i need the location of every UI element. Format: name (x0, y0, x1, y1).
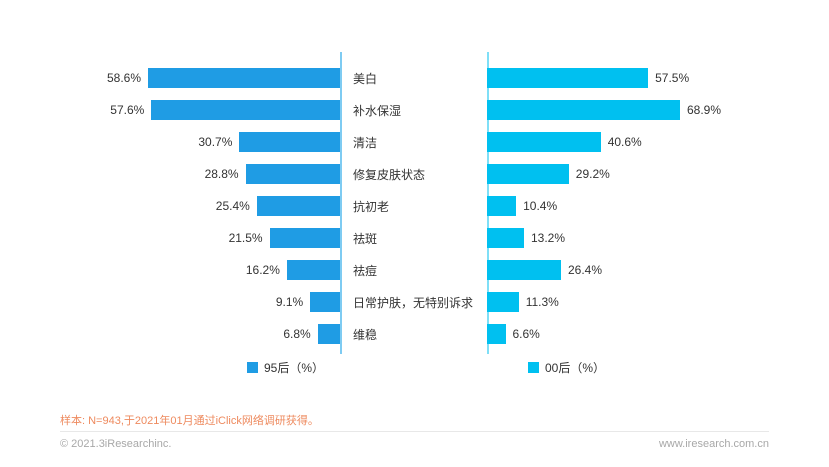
website-link[interactable]: www.iresearch.com.cn (658, 438, 769, 450)
right-bar-cell: 11.3% (487, 286, 745, 318)
right-bar-cell: 13.2% (487, 222, 745, 254)
chart-row: 21.5% 祛斑 13.2% (100, 222, 745, 254)
bar-95hou (148, 68, 340, 88)
category-label-cell: 补水保湿 (340, 94, 487, 126)
chart-row: 25.4% 抗初老 10.4% (100, 190, 745, 222)
right-value-label: 6.6% (512, 327, 540, 341)
category-label: 修复皮肤状态 (353, 167, 426, 182)
left-bar-cell: 21.5% (100, 222, 340, 254)
left-bar-cell: 6.8% (100, 318, 340, 350)
bar-95hou (256, 196, 340, 216)
bar-00hou (487, 324, 506, 344)
left-axis-line (340, 52, 342, 354)
chart-row: 30.7% 清洁 40.6% (100, 126, 745, 158)
right-value-label: 68.9% (687, 103, 722, 117)
chart-row: 6.8% 维稳 6.6% (100, 318, 745, 350)
category-label-cell: 美白 (340, 62, 487, 94)
right-value-label: 26.4% (568, 263, 603, 277)
bar-00hou (487, 132, 601, 152)
left-value-label: 57.6% (110, 103, 145, 117)
right-value-label: 11.3% (525, 295, 559, 309)
bar-95hou (286, 260, 340, 280)
legend-00hou: 00后（%） (528, 359, 605, 376)
bar-95hou (269, 228, 340, 248)
right-value-label: 13.2% (531, 231, 566, 245)
right-bar-cell: 40.6% (487, 126, 745, 158)
category-label: 美白 (353, 71, 378, 86)
left-bar-cell: 25.4% (100, 190, 340, 222)
legend-label-00hou: 00后（%） (545, 361, 606, 375)
right-value-label: 10.4% (523, 199, 558, 213)
bar-95hou (317, 324, 340, 344)
category-label-cell: 祛斑 (340, 222, 487, 254)
legend-swatch-00hou (528, 362, 539, 373)
category-label-cell: 维稳 (340, 318, 487, 350)
right-bar-cell: 29.2% (487, 158, 745, 190)
bar-00hou (487, 260, 561, 280)
bar-00hou (487, 68, 649, 88)
left-value-label: 58.6% (106, 71, 141, 85)
left-bar-cell: 58.6% (100, 62, 340, 94)
category-label: 清洁 (353, 135, 378, 150)
chart-row: 28.8% 修复皮肤状态 29.2% (100, 158, 745, 190)
legend-label-95hou: 95后（%） (264, 361, 325, 375)
category-label: 日常护肤，无特别诉求 (353, 295, 474, 310)
category-label: 补水保湿 (353, 103, 402, 118)
category-label: 维稳 (353, 327, 378, 342)
category-label-cell: 修复皮肤状态 (340, 158, 487, 190)
category-label-cell: 日常护肤，无特别诉求 (340, 286, 487, 318)
bar-00hou (487, 100, 680, 120)
chart-row: 9.1% 日常护肤，无特别诉求 11.3% (100, 286, 745, 318)
right-bar-cell: 68.9% (487, 94, 745, 126)
category-label-cell: 祛痘 (340, 254, 487, 286)
legend-95hou: 95后（%） (247, 359, 324, 376)
left-value-label: 30.7% (198, 135, 233, 149)
bar-00hou (487, 196, 517, 216)
right-value-label: 40.6% (607, 135, 642, 149)
category-label: 抗初老 (353, 199, 390, 214)
left-bar-cell: 30.7% (100, 126, 340, 158)
left-bar-cell: 57.6% (100, 94, 340, 126)
bar-00hou (487, 228, 524, 248)
bar-95hou (245, 164, 340, 184)
category-label-cell: 抗初老 (340, 190, 487, 222)
right-value-label: 57.5% (655, 71, 690, 85)
sample-note: 样本: N=943,于2021年01月通过iClick网络调研获得。 (60, 415, 319, 427)
copyright-text: © 2021.3iResearchinc. (60, 438, 172, 450)
chart-row: 58.6% 美白 57.5% (100, 62, 745, 94)
category-label: 祛痘 (353, 263, 378, 278)
bar-00hou (487, 292, 519, 312)
right-bar-cell: 10.4% (487, 190, 745, 222)
chart-row: 16.2% 祛痘 26.4% (100, 254, 745, 286)
chart-row: 57.6% 补水保湿 68.9% (100, 94, 745, 126)
category-label: 祛斑 (353, 231, 378, 246)
left-bar-cell: 16.2% (100, 254, 340, 286)
left-value-label: 28.8% (204, 167, 239, 181)
left-value-label: 6.8% (283, 327, 311, 341)
bar-00hou (487, 164, 569, 184)
left-value-label: 16.2% (245, 263, 280, 277)
right-bar-cell: 26.4% (487, 254, 745, 286)
footer-divider (60, 431, 769, 432)
right-bar-cell: 6.6% (487, 318, 745, 350)
legend-swatch-95hou (247, 362, 258, 373)
bar-95hou (239, 132, 340, 152)
bar-95hou (310, 292, 340, 312)
right-bar-cell: 57.5% (487, 62, 745, 94)
left-value-label: 25.4% (215, 199, 250, 213)
category-label-cell: 清洁 (340, 126, 487, 158)
left-value-label: 9.1% (275, 295, 304, 309)
left-value-label: 21.5% (228, 231, 263, 245)
left-bar-cell: 28.8% (100, 158, 340, 190)
chart-rows: 58.6% 美白 57.5% 57.6% 补水保湿 68.9% 30.7% 清洁 40.6% 28… (100, 62, 745, 350)
bar-95hou (151, 100, 340, 120)
left-bar-cell: 9.1% (100, 286, 340, 318)
right-value-label: 29.2% (575, 167, 610, 181)
